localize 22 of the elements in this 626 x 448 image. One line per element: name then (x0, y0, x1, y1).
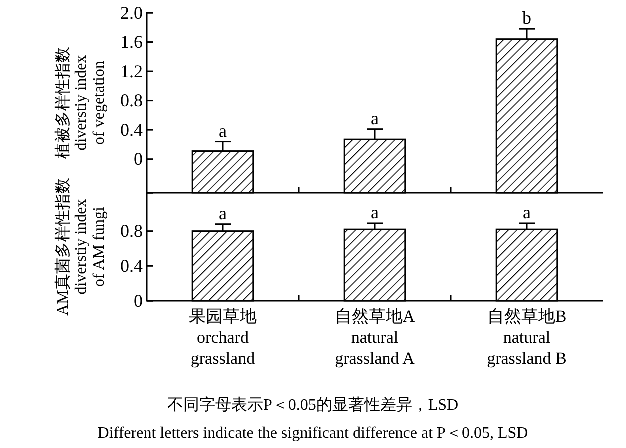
y-tick-label: 0 (134, 149, 143, 170)
text: Different letters indicate the significant difference at P＜0.05, LSD (98, 425, 528, 442)
x-tick-label: 自然草地A natural grassland A (334, 307, 416, 368)
x-tick-label: 自然草地B natural grassland B (487, 307, 567, 368)
y-tick-label: 1.2 (120, 61, 143, 82)
annotation: a (523, 202, 531, 222)
text: 不同字母表示P＜0.05的显著性差异，LSD (167, 396, 459, 414)
y-tick-label: 0.4 (120, 256, 143, 276)
y-axis-title: AM真菌多样性指数 diverstiy index of AM fungi (54, 178, 108, 316)
x-tick-label: 果园草地 orchard grassland (189, 307, 257, 368)
y-tick-label: 1.6 (120, 32, 143, 52)
y-tick-label: 2.0 (120, 2, 143, 23)
y-axis-title: 植被多样性指数 diverstiy index of vegetation (54, 47, 108, 159)
y-tick-label: 0.4 (120, 120, 143, 140)
y-tick-label: 0.8 (120, 90, 143, 111)
annotation: a (219, 120, 227, 141)
y-tick-label: 0 (134, 290, 143, 311)
annotation: a (371, 202, 379, 222)
annotation: a (219, 203, 227, 224)
y-tick-label: 0.8 (120, 221, 143, 242)
annotation: b (522, 8, 532, 28)
annotation: a (371, 108, 379, 128)
